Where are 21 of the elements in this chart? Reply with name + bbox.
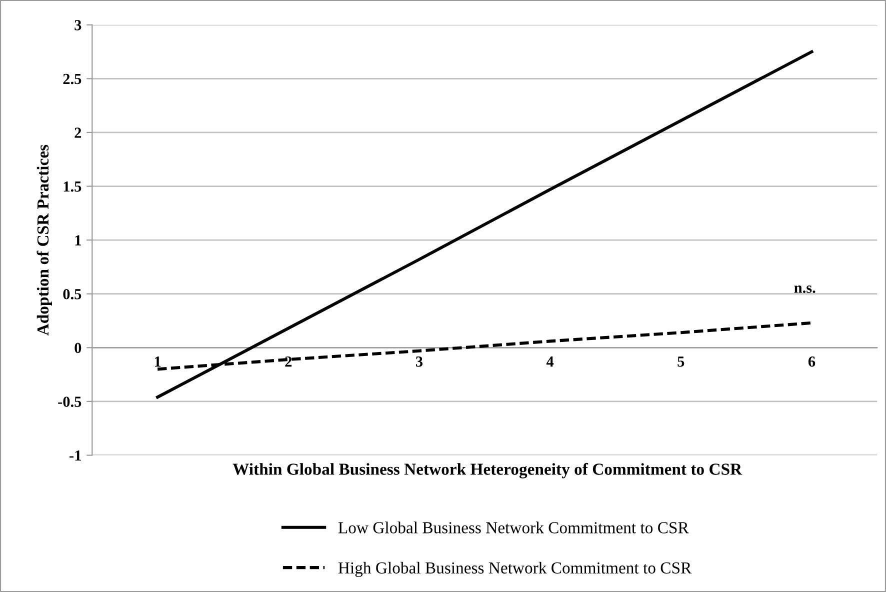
line-series — [156, 50, 814, 399]
y-tick-label: 2 — [74, 128, 82, 138]
x-tick-label: 2 — [285, 356, 292, 367]
y-tick-label: 0.5 — [63, 288, 82, 300]
y-tick-label: 2.5 — [63, 74, 82, 84]
legend-label: Low Global Business Network Commitment to CSR — [338, 522, 689, 534]
y-tick-label: 1 — [75, 235, 81, 246]
y-tick-label: -1 — [70, 450, 81, 461]
y-tick-label: 0 — [74, 342, 82, 354]
y-axis-title: Adoption of CSR Practices — [36, 144, 52, 336]
x-tick-label: 3 — [416, 356, 423, 367]
x-axis-title: Within Global Business Network Heterogeneity of Commitment to CSR — [232, 462, 742, 478]
annotation: n.s. — [794, 286, 816, 293]
y-tick-label: -0.5 — [58, 396, 82, 407]
x-tick-label: 4 — [546, 356, 554, 367]
y-tick-label: 1.5 — [64, 181, 82, 192]
x-tick-label: 6 — [808, 356, 816, 367]
legend-label: High Global Business Network Commitment to CSR — [338, 562, 692, 577]
x-tick-label: 1 — [154, 356, 161, 367]
y-tick-label: 3 — [74, 20, 82, 30]
x-tick-label: 5 — [678, 356, 684, 367]
